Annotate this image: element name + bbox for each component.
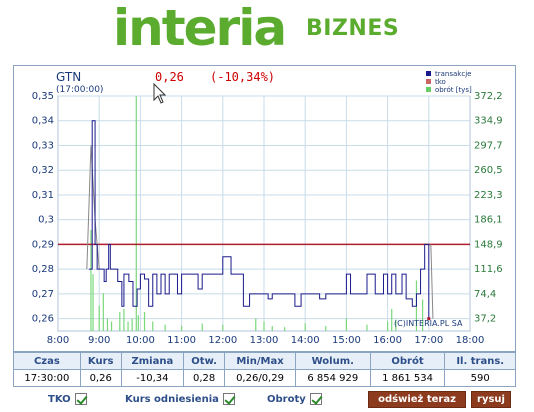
chart-panel: 0,35 0,34 0,33 0,32 0,31 0,3 0,29 0,28 0,27 0,26 …: [13, 65, 516, 352]
y-left-tick-label: 0,34: [32, 116, 54, 127]
reference-toggle[interactable]: Kurs odniesienia: [125, 393, 235, 405]
cell-otw: 0,28: [183, 369, 226, 387]
col-obrot: Obrót: [369, 352, 446, 370]
watermark: (C)INTERIA.PL SA: [394, 319, 463, 328]
header-time: (17:00:00): [56, 85, 103, 95]
x-tick-label: 11:00: [167, 335, 196, 346]
x-tick-label: 15:00: [332, 335, 361, 346]
y-right-tick-label: 260,5: [474, 165, 503, 176]
price-line: [88, 120, 430, 319]
col-otw: Otw.: [183, 352, 226, 370]
y-right-tick-label: 297,7: [474, 140, 503, 151]
draw-button[interactable]: rysuj: [471, 391, 511, 408]
y-right-tick-label: 37,2: [474, 314, 496, 325]
cell-zmiana: -10,34: [120, 369, 185, 387]
reference-label: Kurs odniesienia: [125, 393, 219, 405]
chart-grid: [57, 95, 471, 332]
y-left-tick-label: 0,27: [32, 289, 54, 300]
cell-czas: 17:30:00: [13, 369, 81, 387]
y-right-tick-label: 111,6: [474, 264, 503, 275]
price-series: [88, 120, 431, 321]
legend-label: transakcje: [435, 70, 471, 78]
y-right-tick-label: 74,4: [474, 289, 496, 300]
cell-iltrans: 590: [444, 369, 516, 387]
stats-header-row: Czas Kurs Zmiana Otw. Min/Max Wolum. Obr…: [13, 352, 516, 370]
tko-line: [430, 244, 434, 319]
legend-label: tko: [435, 78, 446, 86]
y-left-tick-label: 0,28: [32, 264, 54, 275]
x-tick-label: 9:00: [88, 335, 110, 346]
y-right-tick-label: 148,9: [474, 239, 503, 250]
y-left-tick-label: 0,3: [38, 215, 54, 226]
legend-swatch: [426, 87, 431, 92]
last-price-marker: [427, 317, 431, 321]
legend-label: obrót [tys]: [435, 86, 472, 94]
cell-minmax: 0,26/0,29: [224, 369, 296, 387]
x-tick-label: 17:00: [414, 335, 443, 346]
cell-obrot: 1 861 534: [369, 369, 446, 387]
logo-subtitle: BIZNES: [306, 16, 400, 41]
volume-checkbox[interactable]: [309, 393, 322, 405]
tko-toggle[interactable]: TKO: [48, 393, 87, 405]
x-tick-label: 18:00: [456, 335, 485, 346]
col-iltrans: Il. trans.: [444, 352, 516, 370]
refresh-button[interactable]: odśwież teraz: [368, 391, 466, 408]
x-tick-label: 14:00: [291, 335, 320, 346]
left-axis-ticks: 0,35 0,34 0,33 0,32 0,31 0,3 0,29 0,28 0,27 0,26: [32, 91, 54, 325]
table-row: 17:30:00 0,26 -10,34 0,28 0,26/0,29 6 85…: [13, 369, 516, 387]
header-change: (-10,34%): [210, 70, 275, 84]
col-zmiana: Zmiana: [120, 352, 185, 370]
x-tick-label: 13:00: [250, 335, 279, 346]
x-tick-label: 10:00: [126, 335, 155, 346]
y-right-tick-label: 186,1: [474, 215, 503, 226]
cell-kurs: 0,26: [79, 369, 122, 387]
x-tick-label: 12:00: [208, 335, 237, 346]
col-czas: Czas: [13, 352, 81, 370]
y-right-tick-label: 334,9: [474, 116, 503, 127]
y-right-tick-label: 372,2: [474, 91, 503, 102]
y-left-tick-label: 0,26: [32, 314, 54, 325]
logo: interia BIZNES: [0, 0, 534, 56]
y-left-tick-label: 0,35: [32, 91, 54, 102]
legend-swatch: [426, 71, 431, 76]
legend-swatch: [426, 79, 431, 84]
tko-series: [86, 145, 434, 319]
tko-label: TKO: [48, 393, 71, 405]
header-ticker: GTN: [56, 70, 81, 84]
y-left-tick-label: 0,29: [32, 239, 54, 250]
cursor-icon: [153, 82, 167, 104]
y-left-tick-label: 0,32: [32, 165, 54, 176]
header-price: 0,26: [155, 70, 184, 84]
volume-bars: [90, 96, 424, 331]
y-left-tick-label: 0,33: [32, 140, 54, 151]
y-left-tick-label: 0,31: [32, 190, 54, 201]
volume-label: Obroty: [267, 393, 306, 405]
chart-controls: TKO Kurs odniesienia Obroty odśwież tera…: [13, 390, 516, 410]
x-tick-label: 8:00: [47, 335, 69, 346]
volume-toggle[interactable]: Obroty: [267, 393, 322, 405]
logo-word: interia: [113, 0, 287, 57]
tko-checkbox[interactable]: [74, 393, 87, 405]
reference-checkbox[interactable]: [222, 393, 235, 405]
col-wolum: Wolum.: [294, 352, 371, 370]
x-tick-label: 16:00: [373, 335, 402, 346]
col-kurs: Kurs: [79, 352, 122, 370]
x-axis-ticks: 8:00 9:00 10:00 11:00 12:00 13:00 14:00 15:00 16…: [47, 335, 485, 346]
y-right-tick-label: 223,3: [474, 190, 503, 201]
stats-table: Czas Kurs Zmiana Otw. Min/Max Wolum. Obr…: [13, 352, 516, 387]
right-axis-ticks: 372,2 334,9 297,7 260,5 223,3 186,1 148,9 111,6…: [474, 91, 503, 325]
cell-wolum: 6 854 929: [294, 369, 371, 387]
price-chart: 0,350,340,330,320,310,30,290,280,270,26 …: [32, 70, 503, 346]
col-minmax: Min/Max: [224, 352, 296, 370]
